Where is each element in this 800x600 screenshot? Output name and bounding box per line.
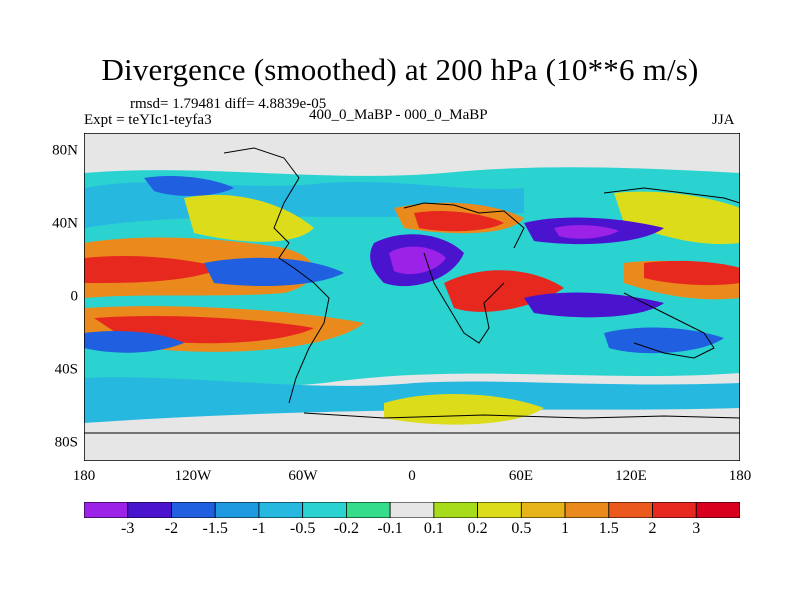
- colorbar-box-8: [433, 502, 479, 518]
- x-tick-0: 0: [408, 468, 416, 484]
- colorbar-label: -2: [164, 520, 179, 537]
- expt-label: Expt = teYIc1-teyfa3: [84, 112, 212, 128]
- colorbar-boxes: [84, 502, 740, 518]
- colorbar-label: 0.1: [423, 520, 444, 537]
- colorbar-box-7: [389, 502, 435, 518]
- stats-text: rmsd= 1.79481 diff= 4.8839e-05: [130, 96, 327, 112]
- x-tick-120e: 120E: [615, 468, 647, 484]
- colorbar-box-11: [564, 502, 610, 518]
- colorbar-label: -1: [252, 520, 266, 537]
- comparison-label: 400_0_MaBP - 000_0_MaBP: [309, 107, 488, 123]
- colorbar-box-1: [127, 502, 172, 518]
- y-tick-80s: 80S: [54, 434, 78, 451]
- coastlines: [84, 147, 740, 434]
- colorbar-label: -0.1: [377, 520, 403, 537]
- colorbar-label: 0.5: [511, 520, 532, 537]
- colorbar-label: 3: [692, 520, 701, 537]
- x-tick-120w: 120W: [174, 468, 212, 484]
- colorbar-box-0: [84, 502, 129, 518]
- colorbar-label: 1.5: [598, 520, 619, 537]
- chart-title: Divergence (smoothed) at 200 hPa (10**6 …: [101, 52, 699, 87]
- season-label: JJA: [712, 112, 735, 128]
- colorbar-box-4: [258, 502, 304, 518]
- y-tick-0: 0: [70, 288, 79, 305]
- x-tick-180e: 180: [728, 468, 752, 484]
- colorbar-box-6: [345, 502, 391, 518]
- colorbar-box-12: [608, 502, 653, 518]
- colorbar-box-3: [214, 502, 260, 518]
- x-tick-60w: 60W: [288, 468, 318, 484]
- colorbar-box-14: [695, 502, 740, 518]
- x-tick-60e: 60E: [508, 468, 534, 484]
- colorbar-label: 0.2: [467, 520, 488, 537]
- colorbar-box-9: [477, 502, 522, 518]
- colorbar-label: -1.5: [202, 520, 228, 537]
- colorbar-label: -0.5: [289, 520, 316, 537]
- divergence-map: [84, 133, 740, 461]
- colorbar-label: -0.2: [333, 520, 360, 537]
- y-tick-40s: 40S: [54, 361, 78, 378]
- colorbar-label: -3: [121, 520, 135, 537]
- field-violet: [389, 225, 619, 275]
- x-tick-180w: 180: [72, 468, 96, 484]
- colorbar-label: 2: [648, 520, 657, 537]
- colorbar-label: 1: [561, 520, 570, 537]
- y-tick-40n: 40N: [52, 215, 78, 232]
- y-tick-80n: 80N: [52, 142, 78, 159]
- colorbar-box-2: [171, 502, 216, 518]
- colorbar: [84, 502, 740, 518]
- colorbar-box-5: [302, 502, 347, 518]
- colorbar-box-10: [520, 502, 566, 518]
- colorbar-box-13: [652, 502, 697, 518]
